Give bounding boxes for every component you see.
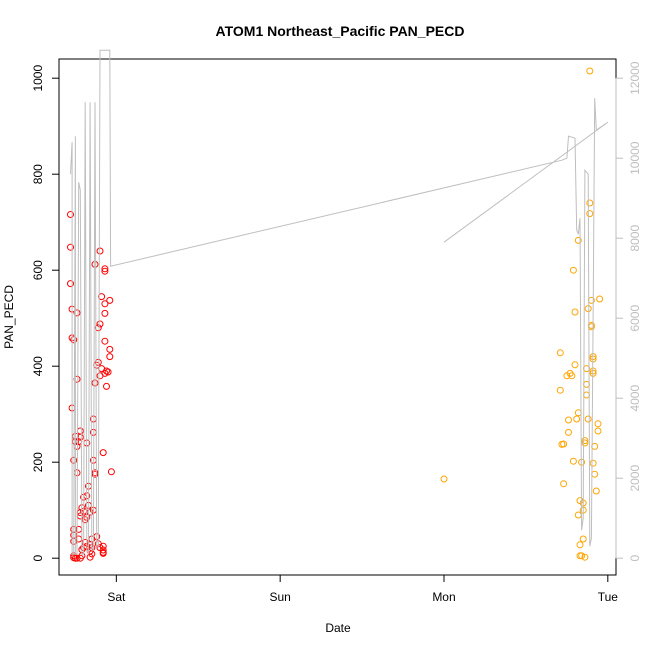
data-point: [560, 440, 568, 448]
data-point: [107, 468, 115, 476]
data-point: [91, 260, 99, 268]
y-tick-label: 0: [31, 555, 45, 562]
x-tick-label: Sat: [107, 590, 126, 604]
data-point: [586, 199, 594, 207]
altitude-tick-label: 6000: [628, 305, 642, 332]
data-point: [101, 309, 109, 317]
data-point: [91, 379, 99, 387]
data-point: [591, 470, 599, 478]
data-point: [556, 349, 564, 357]
y-tick-label: 400: [31, 356, 45, 376]
data-point: [106, 345, 114, 353]
data-point: [98, 293, 106, 301]
data-point: [574, 511, 582, 519]
data-point: [565, 428, 572, 436]
data-point: [589, 459, 597, 467]
data-point: [586, 210, 594, 218]
altitude-tick-label: 8000: [628, 225, 642, 252]
data-point: [106, 296, 114, 304]
y-tick-label: 800: [31, 164, 45, 184]
x-axis-label: Date: [325, 621, 351, 635]
data-point: [106, 353, 114, 361]
data-point: [99, 546, 107, 554]
data-point: [99, 549, 107, 557]
data-point: [67, 243, 74, 251]
data-point: [583, 391, 590, 399]
data-point: [99, 449, 107, 457]
data-point: [560, 480, 568, 488]
data-point: [569, 457, 577, 465]
data-point: [96, 320, 104, 328]
y-tick-label: 200: [31, 452, 45, 472]
series-2-points: [440, 67, 604, 561]
data-point: [584, 415, 592, 423]
data-point: [86, 553, 94, 561]
altitude-axis: 0 2000 4000 6000 8000 10000 12000: [615, 61, 642, 562]
data-point: [579, 535, 587, 543]
data-point: [94, 358, 102, 366]
data-point: [596, 295, 604, 303]
data-point: [569, 266, 577, 274]
altitude-tick-label: 2000: [628, 465, 642, 492]
altitude-tick-label: 12000: [628, 61, 642, 95]
data-point: [440, 475, 448, 483]
x-tick-label: Mon: [432, 590, 455, 604]
data-point: [592, 487, 600, 495]
data-point: [594, 420, 602, 428]
data-point: [101, 300, 109, 308]
data-point: [76, 427, 84, 435]
data-point: [581, 553, 589, 561]
data-point: [578, 552, 586, 560]
data-point: [70, 336, 78, 344]
data-point: [104, 368, 112, 376]
altitude-tick-label: 4000: [628, 385, 642, 412]
chart-title: ATOM1 Northeast_Pacific PAN_PECD: [216, 23, 465, 39]
data-point: [556, 386, 564, 394]
data-point: [565, 416, 572, 424]
data-point: [101, 265, 109, 273]
data-point: [573, 415, 581, 423]
data-point: [73, 309, 81, 317]
data-point: [67, 280, 74, 288]
data-point: [586, 67, 594, 75]
data-point: [101, 337, 109, 345]
y-axis-label: PAN_PECD: [2, 285, 16, 349]
data-point: [581, 437, 589, 445]
data-point: [96, 247, 104, 255]
y-tick-label: 600: [31, 260, 45, 280]
plot-frame: [58, 58, 617, 576]
data-point: [103, 367, 110, 375]
x-axis: Sat Sun Mon Tue: [107, 574, 619, 604]
data-point: [571, 308, 579, 316]
data-point: [576, 541, 584, 549]
x-tick-label: Tue: [598, 590, 619, 604]
data-point: [574, 236, 582, 244]
data-point: [584, 305, 592, 313]
data-point: [571, 361, 579, 369]
x-tick-label: Sun: [269, 590, 290, 604]
altitude-line: [70, 49, 609, 555]
data-point: [568, 372, 576, 380]
data-point: [67, 211, 74, 218]
data-point: [101, 267, 109, 275]
data-point: [103, 382, 110, 390]
data-point: [581, 439, 589, 447]
y-tick-label: 1000: [31, 65, 45, 92]
data-point: [594, 427, 602, 435]
data-point: [574, 409, 582, 417]
altitude-tick-label: 0: [628, 555, 642, 562]
data-series: [67, 49, 609, 562]
altitude-tick-label: 10000: [628, 141, 642, 175]
y-axis: 0 200 400 600 800 1000: [31, 65, 60, 562]
data-point: [94, 324, 102, 332]
